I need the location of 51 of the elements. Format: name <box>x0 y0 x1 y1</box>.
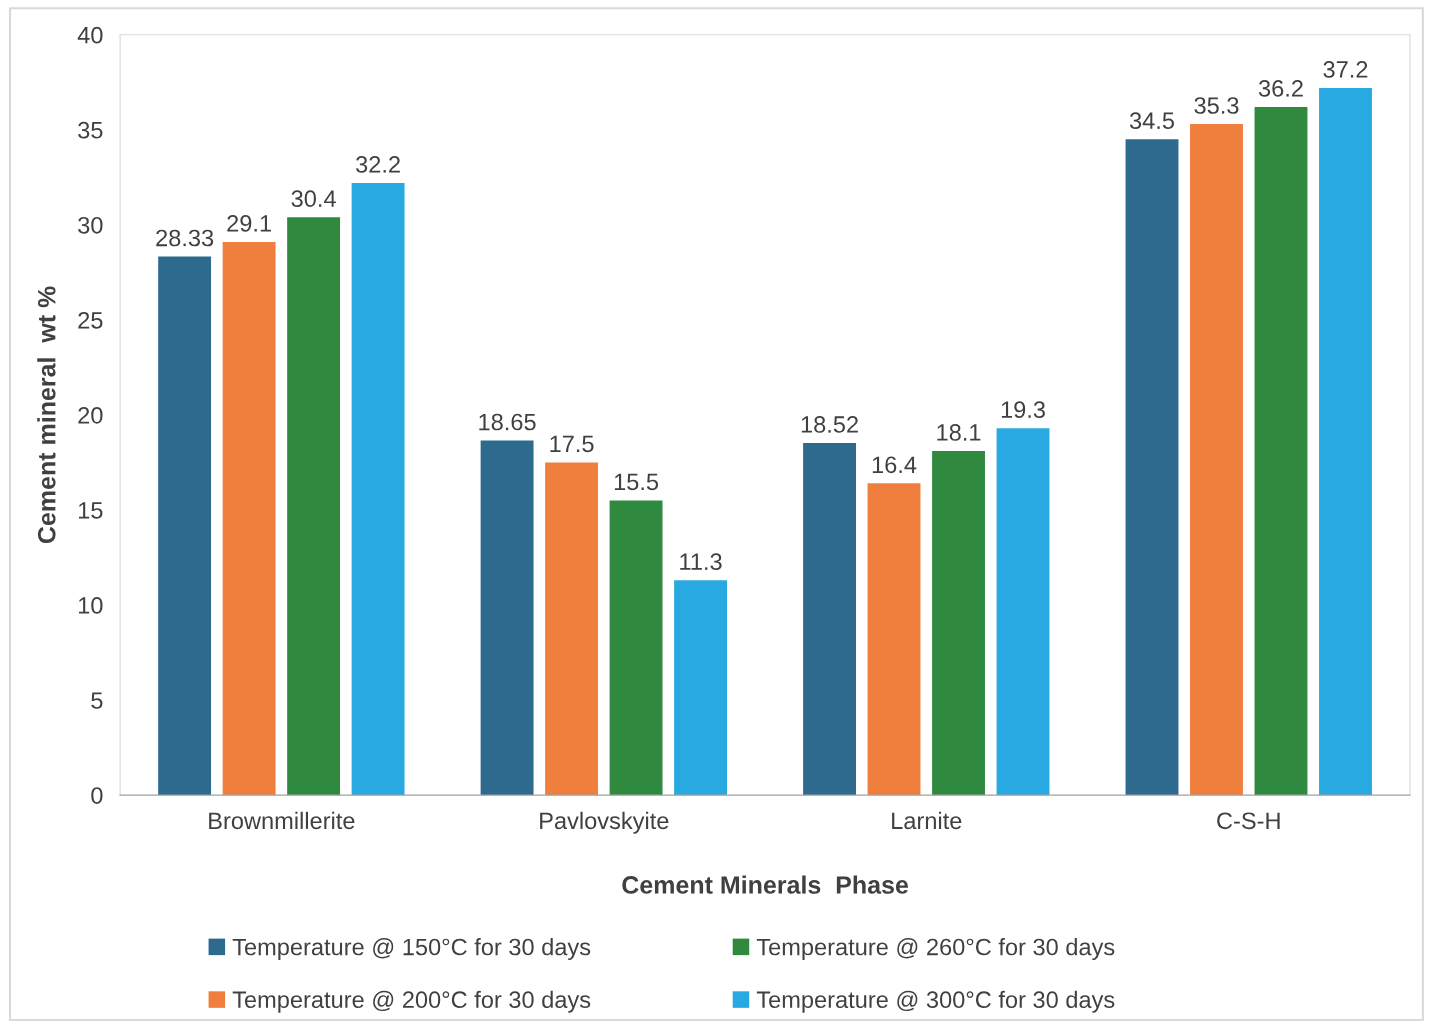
bar <box>1190 124 1243 796</box>
bar <box>1125 139 1179 796</box>
y-tick-label: 0 <box>91 787 103 804</box>
data-label: 18.65 <box>479 413 536 431</box>
y-tick-label: 25 <box>78 311 103 329</box>
data-label: 36.2 <box>1258 80 1303 97</box>
legend-label: Temperature @ 200°C for 30 days <box>232 990 591 1013</box>
x-tick-label: Brownmillerite <box>209 811 355 830</box>
bar <box>1254 106 1308 796</box>
data-label: 16.4 <box>872 456 917 474</box>
bar <box>609 500 663 796</box>
bar <box>996 428 1050 796</box>
x-tick-label: Pavlovskyite <box>540 811 669 834</box>
legend-label: Temperature @ 260°C for 30 days <box>756 938 1115 961</box>
bar <box>287 217 341 796</box>
data-label: 18.52 <box>801 416 858 433</box>
x-tick-label: C-S-H <box>1217 812 1280 830</box>
y-tick-label: 5 <box>91 692 103 709</box>
y-tick-label: 10 <box>78 597 103 614</box>
bar <box>932 451 985 796</box>
data-label: 35.3 <box>1194 97 1239 114</box>
bar <box>867 483 921 796</box>
legend-label: Temperature @ 150°C for 30 days <box>232 938 591 961</box>
data-label: 28.33 <box>156 229 214 247</box>
bar <box>222 241 276 796</box>
data-label: 37.2 <box>1323 61 1368 78</box>
x-axis-title: Cement Minerals Phase <box>622 875 909 894</box>
x-tick-label: Larnite <box>892 811 962 830</box>
y-axis-title: Cement mineral wt % <box>37 286 56 544</box>
y-tick-label: 15 <box>78 502 103 519</box>
data-label: 18.1 <box>937 424 981 441</box>
bar <box>480 440 534 796</box>
data-label: 19.3 <box>1001 401 1045 419</box>
data-label: 15.5 <box>614 473 659 491</box>
y-tick-label: 20 <box>78 407 103 424</box>
bar <box>674 580 727 796</box>
bar <box>158 256 212 796</box>
bar <box>1319 87 1372 796</box>
y-tick-label: 40 <box>77 26 103 44</box>
data-label: 11.3 <box>680 553 722 571</box>
legend-label: Temperature @ 300°C for 30 days <box>756 990 1115 1013</box>
data-label: 30.4 <box>291 190 336 208</box>
bar <box>545 462 599 796</box>
data-label: 34.5 <box>1129 112 1174 130</box>
data-label: 29.1 <box>227 215 271 232</box>
y-tick-label: 35 <box>78 121 103 139</box>
bar <box>803 443 856 796</box>
bar <box>351 183 405 796</box>
data-label: 32.2 <box>356 156 400 173</box>
y-tick-label: 30 <box>78 216 103 234</box>
data-label: 17.5 <box>550 435 594 453</box>
